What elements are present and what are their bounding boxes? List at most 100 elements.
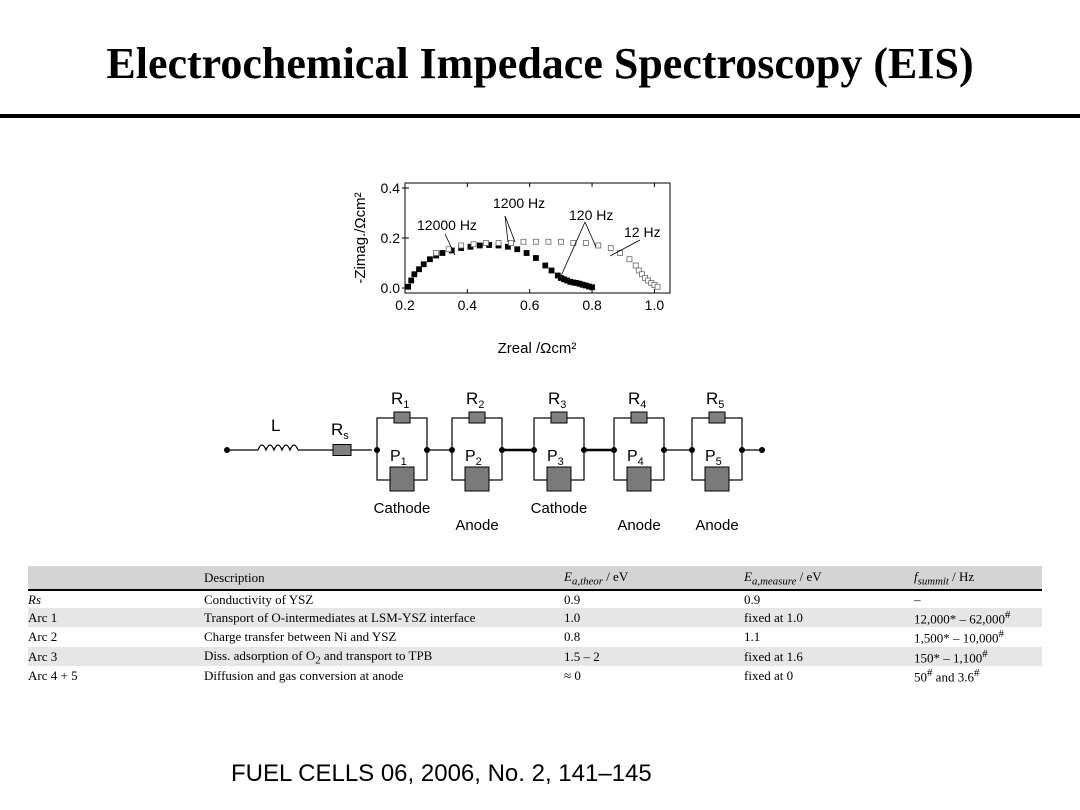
data-point-open — [458, 242, 465, 249]
node — [531, 447, 537, 453]
element-caption: Anode — [455, 517, 498, 534]
data-point-open — [654, 283, 661, 290]
title-divider — [0, 114, 1080, 118]
row-name: Arc 4 + 5 — [28, 668, 78, 684]
slide-title: Electrochemical Impedace Spectroscopy (E… — [106, 39, 974, 88]
cpe-label: P1 — [390, 448, 407, 468]
rp-element: R4 P4 Anode — [611, 389, 692, 534]
annotation-1200: 1200 Hz — [493, 195, 545, 211]
y-axis-label: -Zimag./Ωcm² — [352, 192, 369, 283]
resistor-label: R5 — [706, 389, 724, 411]
row-fsummit: 1,500* – 10,000# — [914, 628, 1004, 646]
data-point-open — [595, 242, 602, 249]
table-row: Arc 4 + 5 Diffusion and gas conversion a… — [28, 666, 1042, 691]
data-point-filled — [476, 242, 483, 249]
cpe-body — [389, 466, 415, 492]
y-tick-label: 0.0 — [381, 280, 401, 296]
equivalent-circuit: L Rs R1 P1 Cathode R2 P2 Anode R3 P3 Cathode R4 P4… — [224, 389, 765, 534]
data-point-open — [635, 267, 642, 274]
data-point-open — [533, 238, 539, 245]
parameter-table: Description Ea,theor / eV Ea,measure / e… — [28, 566, 1042, 692]
table-row: Rs Conductivity of YSZ 0.9 0.9 – — [28, 590, 1042, 608]
row-emeasure: fixed at 1.0 — [744, 610, 803, 626]
row-etheor: 1.0 — [564, 610, 581, 626]
row-name: Arc 3 — [28, 648, 58, 664]
cpe-body — [546, 466, 572, 492]
data-point-filled — [427, 256, 433, 263]
row-fsummit: – — [914, 592, 921, 607]
row-etheor: ≈ 0 — [564, 668, 581, 684]
data-point-open — [545, 238, 552, 245]
row-emeasure: fixed at 0 — [744, 668, 794, 684]
data-point-filled — [533, 255, 539, 261]
x-tick-label: 0.8 — [582, 297, 602, 313]
row-name: Arc 2 — [28, 629, 58, 645]
resistor-body — [630, 411, 648, 424]
cpe-label: P3 — [547, 448, 564, 468]
row-description: Charge transfer between Ni and YSZ — [204, 629, 397, 645]
row-fsummit: 12,000* – 62,000# — [914, 609, 1011, 627]
table-row: Arc 1 Transport of O-intermediates at LS… — [28, 608, 1042, 628]
element-caption: Anode — [695, 517, 738, 534]
resistor-body — [550, 411, 568, 424]
data-point-open — [607, 245, 614, 251]
data-point-filled — [548, 267, 555, 274]
data-point-open — [495, 240, 502, 246]
terminal-left — [224, 447, 230, 453]
table-row: Arc 3 Diss. adsorption of O2 and transpo… — [28, 646, 1042, 667]
leader-12000 — [444, 233, 456, 256]
data-point-filled — [416, 266, 422, 273]
header-emeasure: Ea,measure / eV — [744, 566, 914, 591]
resistor-rs — [332, 444, 352, 456]
resistor-label: R2 — [466, 389, 484, 411]
y-tick-label: 0.2 — [381, 230, 401, 246]
x-tick-label: 1.0 — [645, 297, 665, 313]
data-point-open — [445, 246, 452, 253]
x-axis-label: Zreal /Ωcm² — [498, 340, 577, 357]
resistor-label: R3 — [548, 389, 566, 411]
x-tick-label: 0.6 — [520, 297, 540, 313]
node — [449, 447, 455, 453]
leader-120b — [584, 221, 597, 248]
header-fsummit: fsummit / Hz — [914, 566, 1042, 591]
cpe-body — [464, 466, 490, 492]
node — [689, 447, 695, 453]
rp-element: R2 P2 Anode — [449, 389, 534, 534]
row-emeasure: fixed at 1.6 — [744, 648, 803, 664]
resistor-label: R4 — [628, 389, 646, 411]
data-point-filled — [420, 261, 427, 268]
table-header-row: Description Ea,theor / eV Ea,measure / e… — [28, 566, 1042, 591]
leader-1200a — [504, 215, 509, 243]
terminal-right — [759, 447, 765, 453]
row-emeasure: 1.1 — [744, 629, 761, 645]
leader-12 — [609, 239, 641, 257]
data-point-open — [433, 250, 440, 256]
data-point-open — [470, 241, 477, 248]
data-point-open — [626, 256, 633, 263]
rp-element: R3 P3 Cathode — [531, 389, 614, 517]
cpe-label: P5 — [705, 448, 722, 468]
leader-1200b — [504, 215, 516, 243]
resistor-rs-label: Rs — [331, 420, 349, 442]
row-etheor: 1.5 – 2 — [564, 648, 600, 664]
row-etheor: 0.9 — [564, 592, 581, 607]
data-point-open — [557, 238, 564, 245]
element-caption: Cathode — [374, 500, 431, 517]
data-point-filled — [523, 250, 530, 256]
data-point-filled — [542, 262, 549, 269]
inductor-coil — [257, 444, 299, 452]
y-tick-label: 0.4 — [381, 180, 401, 196]
cpe-body — [704, 466, 730, 492]
row-name: Rs — [28, 592, 41, 607]
data-point-open — [639, 271, 645, 278]
row-etheor: 0.8 — [564, 629, 581, 645]
annotation-120: 120 Hz — [569, 207, 613, 223]
node — [374, 447, 380, 453]
annotation-12000: 12000 Hz — [417, 217, 477, 233]
resistor-body — [393, 411, 411, 424]
row-name: Arc 1 — [28, 610, 58, 626]
resistor-body — [468, 411, 486, 424]
data-point-open — [520, 238, 527, 245]
table-row: Arc 2 Charge transfer between Ni and YSZ… — [28, 627, 1042, 646]
data-point-filled — [408, 277, 415, 284]
